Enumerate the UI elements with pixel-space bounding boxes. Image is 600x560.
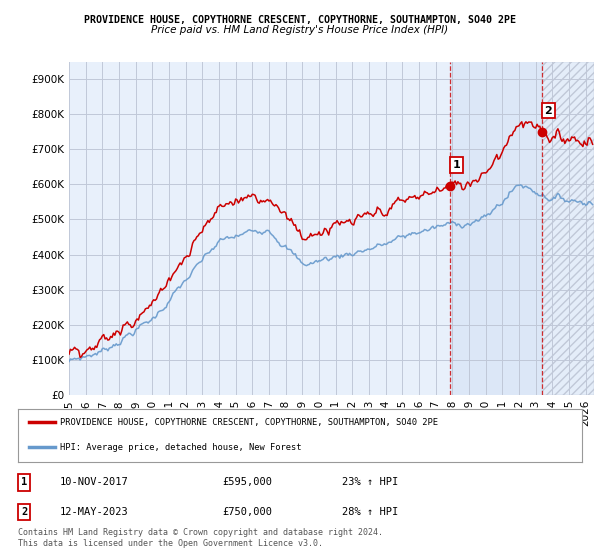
Text: 28% ↑ HPI: 28% ↑ HPI: [342, 507, 398, 517]
Text: PROVIDENCE HOUSE, COPYTHORNE CRESCENT, COPYTHORNE, SOUTHAMPTON, SO40 2PE: PROVIDENCE HOUSE, COPYTHORNE CRESCENT, C…: [84, 15, 516, 25]
Text: HPI: Average price, detached house, New Forest: HPI: Average price, detached house, New …: [60, 442, 302, 451]
Text: 2: 2: [545, 106, 553, 116]
Text: 1: 1: [453, 160, 461, 170]
Text: PROVIDENCE HOUSE, COPYTHORNE CRESCENT, COPYTHORNE, SOUTHAMPTON, SO40 2PE: PROVIDENCE HOUSE, COPYTHORNE CRESCENT, C…: [60, 418, 438, 427]
Text: Contains HM Land Registry data © Crown copyright and database right 2024.
This d: Contains HM Land Registry data © Crown c…: [18, 528, 383, 548]
Bar: [542, 62, 594, 395]
Text: £750,000: £750,000: [222, 507, 272, 517]
Text: 1: 1: [21, 478, 27, 487]
Text: 12-MAY-2023: 12-MAY-2023: [60, 507, 129, 517]
Text: 10-NOV-2017: 10-NOV-2017: [60, 478, 129, 487]
Text: Price paid vs. HM Land Registry's House Price Index (HPI): Price paid vs. HM Land Registry's House …: [151, 25, 449, 35]
Text: £595,000: £595,000: [222, 478, 272, 487]
Text: 23% ↑ HPI: 23% ↑ HPI: [342, 478, 398, 487]
Bar: [542, 62, 594, 395]
Bar: [450, 62, 542, 395]
Text: 2: 2: [21, 507, 27, 517]
